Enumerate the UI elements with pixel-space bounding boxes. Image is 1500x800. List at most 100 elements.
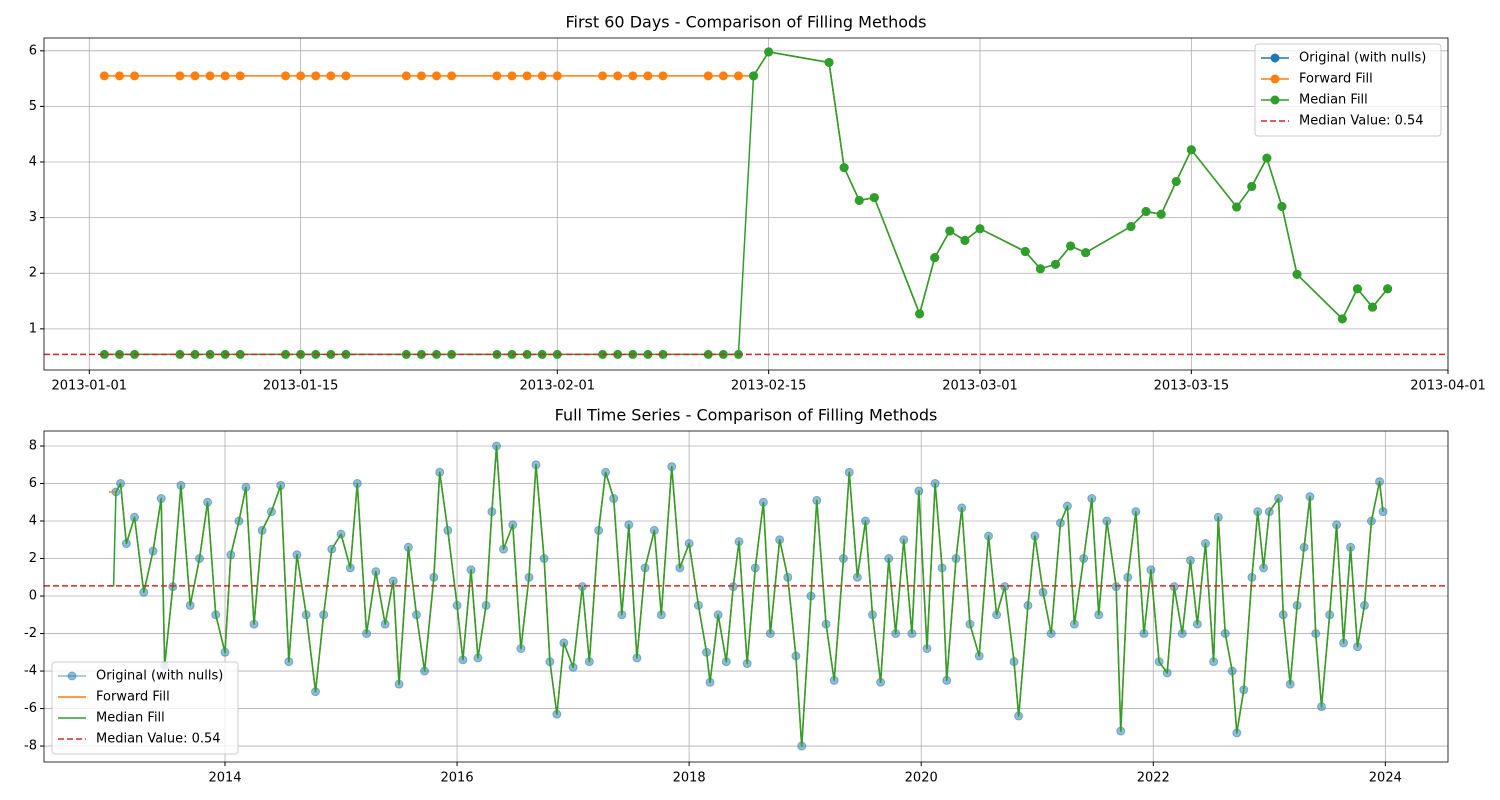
x-tick-label: 2024: [1369, 771, 1402, 786]
data-point: [1232, 202, 1242, 212]
data-point: [296, 71, 306, 81]
data-point: [733, 71, 743, 81]
data-point: [749, 71, 759, 81]
data-point: [960, 235, 970, 245]
y-tick-label: 6: [29, 476, 37, 491]
legend-marker: [1270, 53, 1280, 63]
data-point: [401, 71, 411, 81]
data-point: [416, 71, 426, 81]
plot-frame: [43, 37, 1449, 371]
data-point: [1081, 248, 1091, 258]
data-point: [235, 71, 245, 81]
data-point: [1141, 207, 1151, 217]
legend-label: Median Fill: [96, 711, 165, 726]
data-point: [1352, 284, 1362, 294]
data-point: [854, 195, 864, 205]
y-tick-label: 6: [29, 43, 37, 58]
plot-frame: [43, 430, 1449, 763]
data-point: [1337, 314, 1347, 324]
legend-label: Original (with nulls): [96, 669, 223, 684]
data-point: [537, 71, 547, 81]
data-point: [1368, 302, 1378, 312]
data-point: [492, 71, 502, 81]
x-tick-label: 2013-01-01: [52, 379, 128, 394]
y-tick-label: 0: [29, 589, 37, 604]
data-point: [975, 224, 985, 234]
data-point: [1262, 153, 1272, 163]
series-line: [104, 51, 1389, 356]
data-point: [447, 71, 457, 81]
y-tick-label: -8: [24, 739, 37, 754]
data-point: [1156, 209, 1166, 219]
y-tick-label: -2: [24, 626, 37, 641]
data-point: [326, 71, 336, 81]
data-point: [1292, 269, 1302, 279]
data-point: [703, 71, 713, 81]
data-point: [281, 71, 291, 81]
legend-marker: [1270, 74, 1280, 84]
data-point: [613, 71, 623, 81]
data-point: [1035, 264, 1045, 274]
data-point: [130, 71, 140, 81]
data-point: [915, 309, 925, 319]
chart-title: First 60 Days - Comparison of Filling Me…: [565, 13, 926, 32]
data-point: [1066, 241, 1076, 251]
data-point: [718, 71, 728, 81]
data-point: [1277, 202, 1287, 212]
data-point: [175, 71, 185, 81]
series-line: [104, 51, 1389, 320]
y-tick-label: 8: [29, 439, 37, 454]
y-tick-label: 3: [29, 210, 37, 225]
y-tick-label: 2: [29, 551, 37, 566]
x-tick-label: 2014: [208, 771, 241, 786]
legend-label: Forward Fill: [96, 690, 170, 705]
data-point: [311, 71, 321, 81]
x-tick-label: 2013-02-01: [520, 379, 596, 394]
x-tick-label: 2022: [1137, 771, 1170, 786]
legend-marker: [67, 671, 77, 681]
x-tick-label: 2013-03-15: [1154, 379, 1230, 394]
y-tick-label: 2: [29, 266, 37, 281]
data-point: [1020, 247, 1030, 257]
legend-label: Forward Fill: [1299, 72, 1373, 87]
data-point: [552, 71, 562, 81]
data-point: [764, 47, 774, 57]
legend-label: Median Value: 0.54: [96, 732, 221, 747]
legend-label: Original (with nulls): [1299, 51, 1426, 66]
data-point: [522, 71, 532, 81]
x-tick-label: 2020: [905, 771, 938, 786]
legend: Original (with nulls) Forward Fill Median …: [1254, 43, 1442, 137]
y-tick-label: -6: [24, 701, 37, 716]
y-tick-label: 4: [29, 514, 37, 529]
x-tick-label: 2013-04-01: [1410, 379, 1486, 394]
legend-label: Median Value: 0.54: [1299, 114, 1424, 129]
x-tick-label: 2018: [673, 771, 706, 786]
data-point: [869, 193, 879, 203]
data-point: [507, 71, 517, 81]
data-point: [1247, 181, 1257, 191]
x-tick-label: 2013-01-15: [263, 379, 339, 394]
y-tick-label: 1: [29, 321, 37, 336]
legend-marker: [1270, 95, 1280, 105]
data-point: [1186, 145, 1196, 155]
chart-title: Full Time Series - Comparison of Filling…: [555, 406, 938, 425]
data-point: [1126, 222, 1136, 232]
data-point: [1171, 176, 1181, 186]
data-point: [658, 71, 668, 81]
data-point: [824, 57, 834, 67]
x-tick-label: 2013-02-15: [731, 379, 807, 394]
data-point: [839, 163, 849, 173]
data-point: [99, 71, 109, 81]
legend-box: [51, 661, 239, 755]
data-point: [1050, 259, 1060, 269]
legend-box: [1254, 43, 1442, 137]
data-point: [628, 71, 638, 81]
series-line: [108, 445, 1384, 747]
data-point: [643, 71, 653, 81]
data-point: [598, 71, 608, 81]
data-point: [114, 71, 124, 81]
y-tick-label: -4: [24, 664, 37, 679]
y-tick-label: 4: [29, 155, 37, 170]
legend: Original (with nulls) Forward Fill Median …: [51, 661, 239, 755]
